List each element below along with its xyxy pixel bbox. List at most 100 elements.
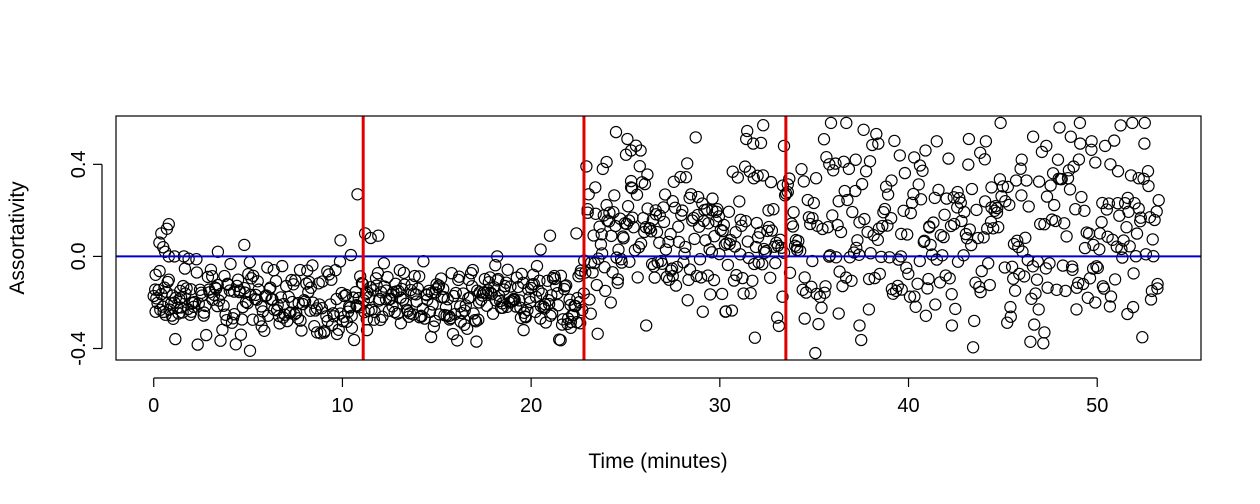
data-point	[781, 185, 794, 199]
data-point	[424, 330, 438, 344]
data-point	[174, 291, 188, 304]
data-point	[598, 261, 611, 274]
data-point	[291, 312, 305, 325]
data-point	[304, 281, 318, 294]
x-tick-label: 30	[709, 395, 731, 417]
data-point	[426, 298, 439, 311]
data-point	[603, 206, 616, 219]
data-point	[208, 281, 222, 294]
data-point	[668, 201, 682, 214]
data-point	[862, 303, 876, 316]
data-point	[1081, 291, 1094, 304]
data-point	[576, 303, 589, 317]
data-point	[787, 206, 800, 219]
data-point	[722, 205, 736, 218]
data-point	[580, 160, 593, 173]
data-point	[621, 200, 635, 213]
data-point	[747, 137, 760, 150]
data-point	[895, 283, 908, 296]
data-point	[433, 308, 446, 321]
data-point	[829, 157, 842, 170]
data-point	[914, 193, 928, 206]
data-point	[238, 238, 251, 252]
data-point	[560, 279, 573, 292]
data-point	[162, 273, 175, 286]
data-point	[234, 328, 248, 341]
data-point	[804, 217, 817, 231]
data-point	[658, 188, 672, 201]
data-point	[294, 314, 307, 327]
data-point	[1114, 119, 1127, 132]
y-tick-label: -0.4	[68, 331, 90, 365]
data-point	[627, 221, 640, 234]
data-point	[1043, 257, 1056, 270]
data-point	[206, 293, 219, 306]
data-point	[595, 228, 608, 241]
data-point	[454, 315, 467, 328]
data-point	[885, 212, 898, 225]
data-point	[963, 223, 976, 236]
data-point	[772, 319, 786, 333]
data-point	[1020, 174, 1033, 187]
data-point	[377, 257, 391, 270]
data-point	[504, 280, 517, 293]
data-point	[306, 259, 319, 272]
x-tick-label: 20	[520, 395, 542, 417]
data-point	[364, 231, 377, 245]
data-point	[1078, 241, 1092, 255]
data-point	[922, 272, 935, 286]
data-point	[354, 270, 367, 283]
data-point	[667, 175, 680, 188]
data-point	[729, 226, 742, 239]
data-point	[1151, 277, 1164, 291]
data-point	[1049, 214, 1062, 228]
data-point	[1026, 130, 1040, 143]
data-point	[748, 331, 762, 344]
data-point	[304, 304, 317, 317]
data-point	[1104, 158, 1117, 171]
data-point	[570, 227, 583, 240]
data-point	[619, 148, 633, 161]
data-point	[634, 237, 648, 250]
data-point	[276, 259, 289, 273]
data-point	[988, 204, 1001, 217]
data-point	[798, 312, 811, 325]
data-point	[762, 204, 775, 217]
data-point	[446, 327, 460, 341]
data-point	[1090, 260, 1103, 273]
data-point	[501, 263, 514, 276]
data-point	[662, 235, 675, 249]
data-point	[622, 214, 636, 227]
data-point	[253, 313, 266, 327]
data-point	[1123, 240, 1136, 253]
data-point	[648, 271, 661, 284]
data-point	[359, 288, 372, 301]
data-point	[1005, 260, 1019, 273]
data-point	[674, 170, 687, 184]
data-point	[182, 252, 195, 265]
data-point	[866, 138, 879, 152]
data-point	[754, 136, 768, 150]
data-point	[413, 270, 426, 283]
data-point	[1037, 337, 1050, 350]
data-point	[481, 284, 495, 297]
data-point	[948, 217, 961, 231]
data-point	[269, 274, 283, 288]
data-point	[204, 263, 218, 276]
data-point	[1078, 204, 1091, 217]
data-point	[393, 264, 406, 277]
data-point	[638, 177, 652, 191]
data-point	[725, 304, 739, 317]
data-point	[321, 265, 334, 278]
data-point	[657, 215, 671, 229]
data-point	[1100, 203, 1113, 216]
data-point	[590, 278, 603, 292]
data-point	[429, 283, 443, 296]
data-point	[600, 155, 613, 169]
data-point	[634, 144, 647, 157]
data-point	[1019, 231, 1032, 244]
data-point	[372, 229, 385, 242]
data-point	[711, 203, 724, 216]
data-point	[659, 243, 673, 256]
data-point	[551, 299, 565, 312]
